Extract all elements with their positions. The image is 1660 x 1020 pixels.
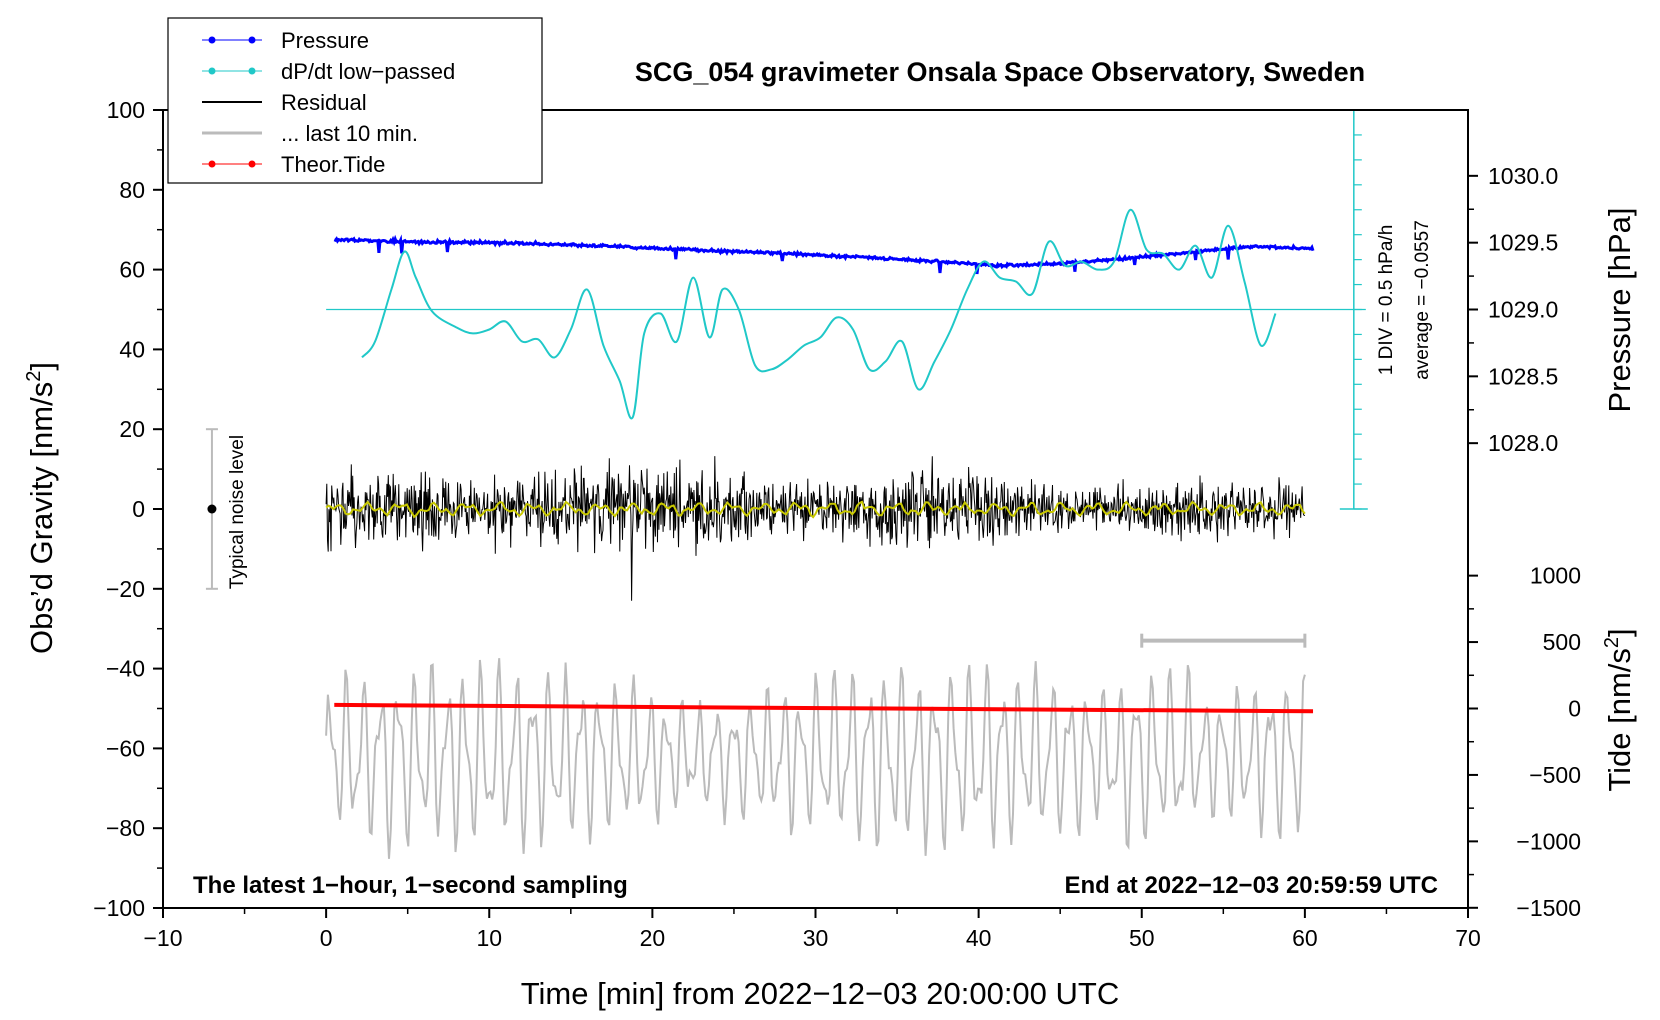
residual-smoothed-line (325, 500, 1306, 519)
left-tick-label: 20 (119, 416, 145, 442)
left-tick-label: −20 (106, 576, 145, 602)
dpdt-line (361, 208, 1277, 420)
legend: Pressure dP/dt low−passed Residual ... last… (167, 17, 543, 184)
pressure-tick-label: 1028.5 (1488, 363, 1558, 389)
tide-tick-label: 0 (1568, 696, 1581, 722)
chart-title: SCG_054 gravimeter Onsala Space Observat… (635, 57, 1365, 87)
x-axis-label: Time [min] from 2022−12−03 20:00:00 UTC (521, 976, 1120, 1011)
pressure-tick-label: 1030.0 (1488, 163, 1558, 189)
legend-marker (208, 160, 216, 168)
legend-label: ... last 10 min. (281, 121, 418, 146)
tide-tick-label: 1000 (1530, 563, 1581, 589)
x-tick-label: 40 (966, 925, 992, 951)
left-tick-label: −60 (106, 735, 145, 761)
x-tick-label: 0 (320, 925, 333, 951)
legend-item: ... last 10 min. (202, 121, 418, 146)
legend-label: dP/dt low−passed (281, 59, 455, 84)
legend-label: Residual (281, 90, 367, 115)
pressure-tick-label: 1029.0 (1488, 297, 1558, 323)
legend-marker (248, 36, 256, 44)
legend-marker (248, 67, 256, 75)
x-tick-label: −10 (143, 925, 182, 951)
plot-series-layer (205, 109, 1368, 859)
pressure-tick-label: 1028.0 (1488, 430, 1558, 456)
left-tick-label: −40 (106, 656, 145, 682)
left-axis-label-end: ] (24, 362, 59, 371)
left-tick-label: 80 (119, 177, 145, 203)
tide-axis-label: Tide [nm/s2] (1601, 628, 1637, 791)
tide-axis-label-main: Tide [nm/s (1602, 648, 1637, 792)
noise-level-label: Typical noise level (227, 435, 248, 589)
left-tick-label: −80 (106, 815, 145, 841)
x-tick-label: 50 (1129, 925, 1155, 951)
left-axis-label: Obs’d Gravity [nm/s2] (23, 362, 59, 654)
legend-label: Pressure (281, 28, 369, 53)
x-tick-label: 20 (640, 925, 666, 951)
tide-tick-label: −500 (1529, 762, 1581, 788)
tide-tick-label: 500 (1543, 629, 1581, 655)
noise-level-dot (207, 504, 217, 514)
legend-item: Residual (202, 90, 367, 115)
footer-right-note: End at 2022−12−03 20:59:59 UTC (1064, 872, 1438, 899)
tide-axis-label-sup: 2 (1601, 637, 1623, 648)
pressure-tick-label: 1029.5 (1488, 230, 1558, 256)
left-axis-label-sup: 2 (23, 371, 45, 382)
dpdt-average-label: average = −0.0557 (1412, 220, 1433, 380)
legend-box (167, 17, 543, 184)
legend-item: Theor.Tide (202, 152, 385, 177)
left-axis-label-main: Obs’d Gravity [nm/s (24, 382, 59, 654)
left-tick-label: 100 (107, 97, 145, 123)
axes-layer: −10 0 10 20 30 40 50 60 70−100−80−60−40−20020406… (93, 97, 1581, 951)
legend-label: Theor.Tide (281, 152, 385, 177)
residual-line (325, 456, 1305, 601)
left-tick-label: 40 (119, 336, 145, 362)
tide-axis-label-end: ] (1602, 628, 1637, 637)
legend-marker (248, 160, 256, 168)
pressure-axis-label: Pressure [hPa] (1602, 207, 1637, 412)
dpdt-div-label: 1 DIV = 0.5 hPa/h (1376, 225, 1397, 376)
legend-marker (208, 67, 216, 75)
x-tick-label: 60 (1292, 925, 1318, 951)
footer-left-note: The latest 1−hour, 1−second sampling (193, 872, 628, 899)
tide-tick-label: −1500 (1516, 895, 1581, 921)
left-tick-label: 60 (119, 257, 145, 283)
x-tick-label: 30 (803, 925, 829, 951)
last-10-min-line (325, 658, 1306, 859)
left-tick-label: 0 (132, 496, 145, 522)
tide-tick-label: −1000 (1516, 828, 1581, 854)
legend-item: Pressure (202, 28, 369, 53)
legend-marker (208, 36, 216, 44)
legend-item: dP/dt low−passed (202, 59, 455, 84)
pressure-line (333, 234, 1315, 275)
theoretical-tide-line (334, 702, 1314, 714)
x-tick-label: 70 (1455, 925, 1481, 951)
left-tick-label: −100 (93, 895, 145, 921)
x-tick-label: 10 (476, 925, 502, 951)
